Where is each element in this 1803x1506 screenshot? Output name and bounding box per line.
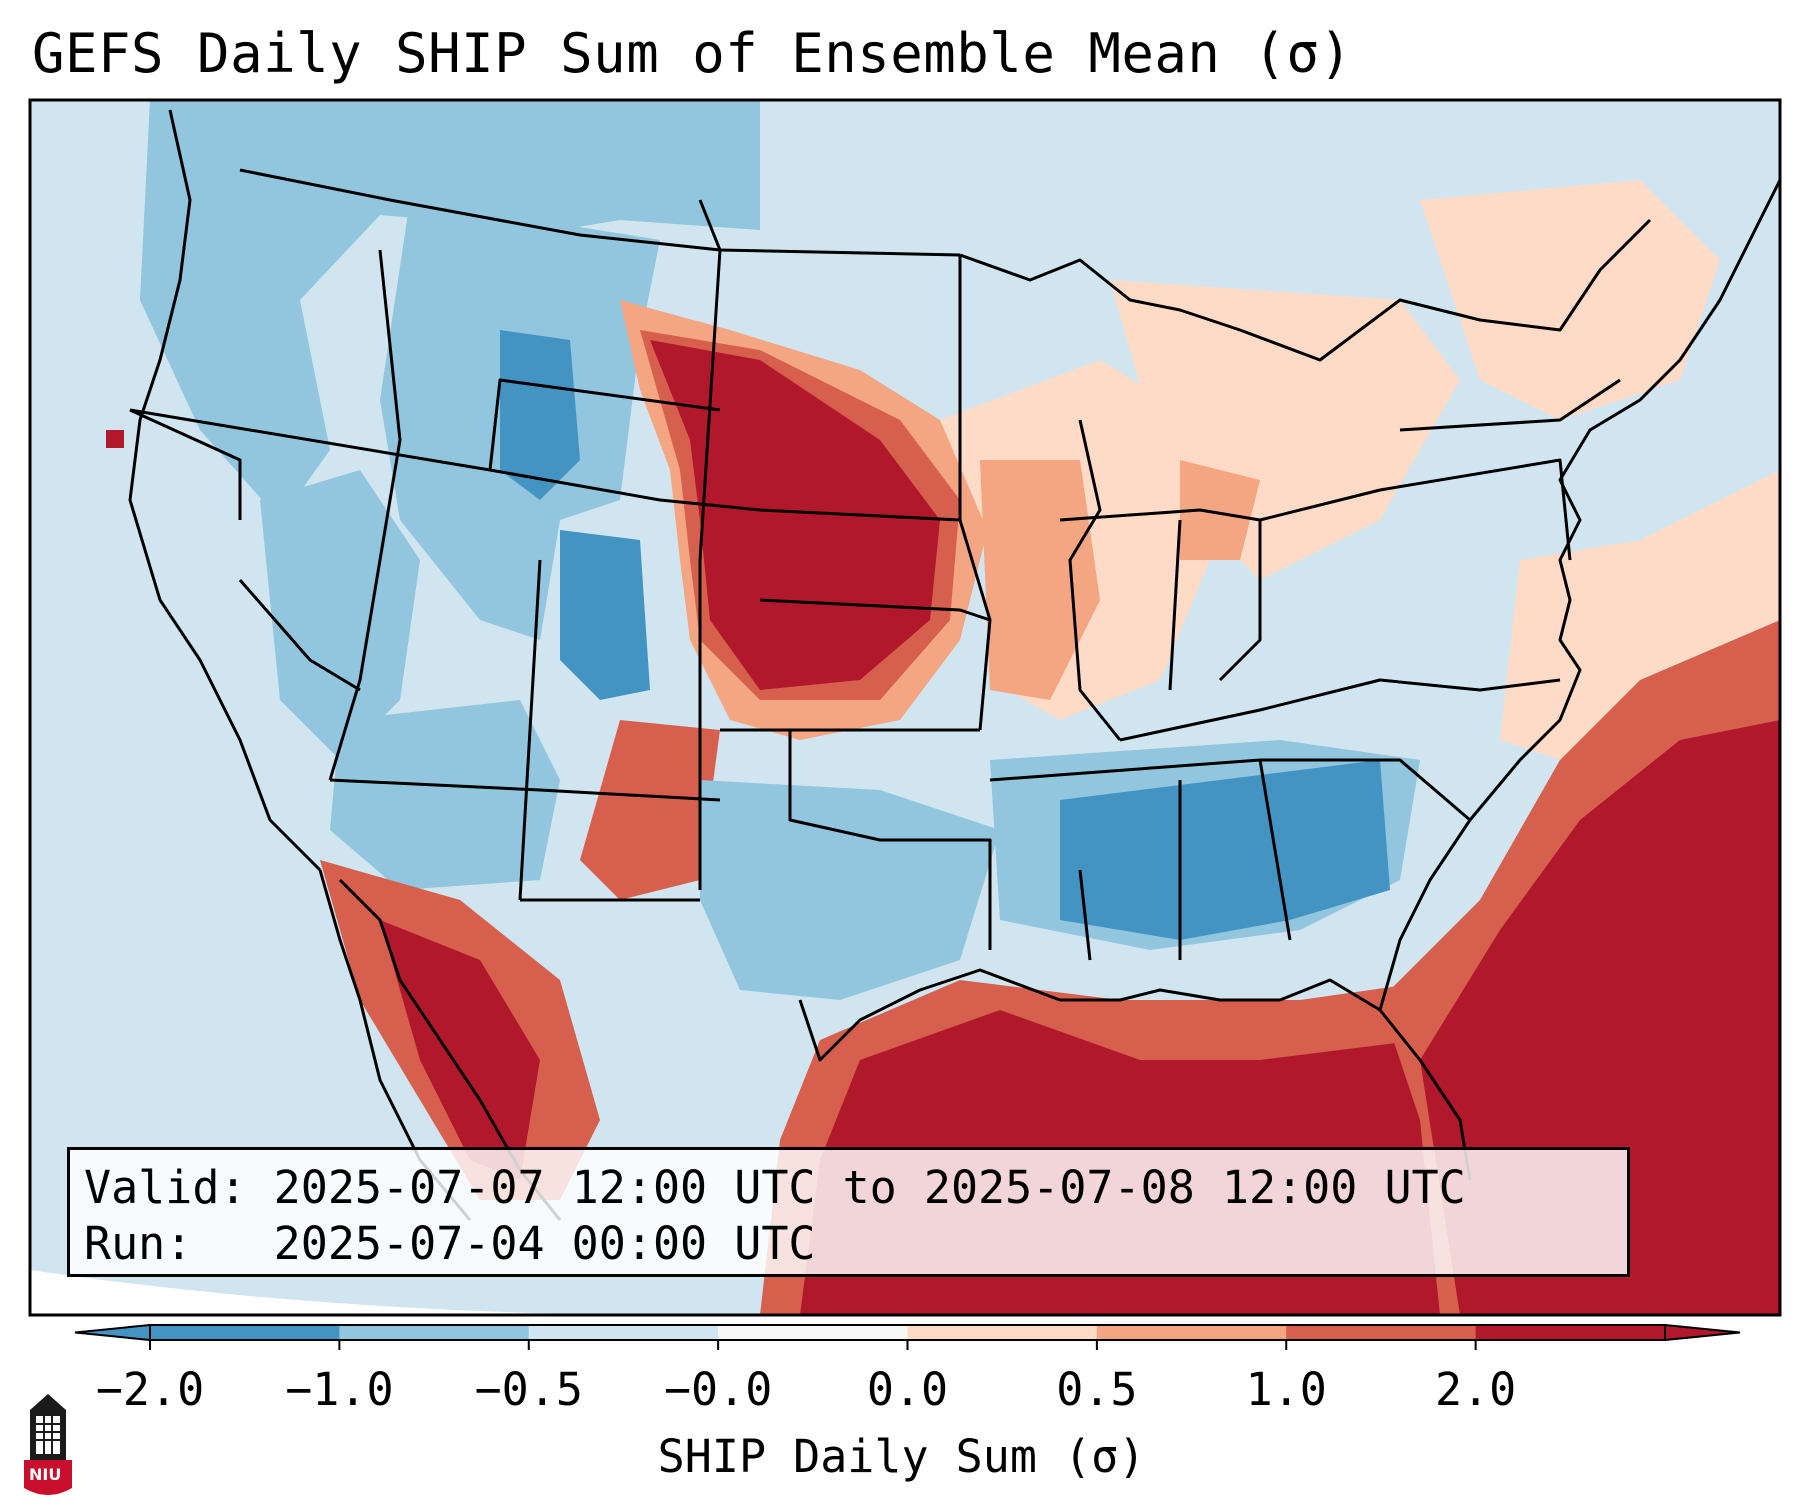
mississippi-border [1068, 419, 1122, 741]
nevada-border [328, 249, 402, 781]
field-nevada-blue [260, 470, 420, 760]
field-atlantic-light [1500, 470, 1780, 760]
info-box: Valid: 2025-07-07 12:00 UTC to 2025-07-0… [67, 1147, 1630, 1277]
field-deepsouth-deep [1060, 760, 1390, 940]
run-label: Run: [84, 1217, 193, 1270]
colorbar-segment [718, 1325, 908, 1340]
run-value: 2025-07-04 00:00 UTC [273, 1217, 816, 1270]
wyoming-border [488, 378, 721, 471]
field-northwest-blue [140, 100, 560, 520]
niu-logo-text: NIU [29, 1465, 62, 1484]
georgia-border [1258, 759, 1292, 941]
colorbar-segment [1286, 1325, 1477, 1340]
four-corners-border [329, 778, 721, 802]
field-nm-red [580, 720, 720, 900]
east-coastline [1378, 179, 1782, 1011]
projection-edge [1700, 400, 1780, 470]
midwest-line [1059, 488, 1381, 522]
indiana-border [1168, 519, 1182, 691]
valid-value: 2025-07-07 12:00 UTC to 2025-07-08 12:00… [273, 1161, 1466, 1214]
field-indiana-salmon [1180, 460, 1260, 560]
colorbar-tick-label: −1.0 [285, 1363, 394, 1416]
colorbar-tick-label: 1.0 [1245, 1363, 1327, 1416]
colorbar-segment [907, 1325, 1098, 1340]
deepsouth-border [989, 758, 1471, 822]
colorbar-label: SHIP Daily Sum (σ) [657, 1430, 1146, 1483]
utah-border [518, 559, 542, 901]
map-title: GEFS Daily SHIP Sum of Ensemble Mean (σ) [32, 22, 1353, 85]
field-arizona-blue [330, 700, 560, 890]
canada-border [239, 168, 961, 257]
colorbar-segment [339, 1325, 530, 1340]
colorbar-tick-label: 2.0 [1434, 1363, 1517, 1416]
field-mexico-deepred [380, 920, 540, 1180]
field-plains-deepred [650, 340, 940, 690]
louisiana-border [1078, 869, 1092, 961]
colorbar-tick-label: −0.0 [663, 1363, 773, 1416]
kansas-border [759, 598, 992, 731]
field-california-spot [106, 430, 124, 448]
field-colorado-deep [560, 530, 650, 700]
map-field [30, 100, 1780, 1315]
field-montana-blue [560, 100, 760, 230]
field-idaho-deep [500, 330, 580, 500]
ny-border [1399, 378, 1621, 432]
colorbar-extend-max [1664, 1323, 1741, 1342]
field-newengland-light [1420, 180, 1720, 420]
colorbar-segment [1096, 1325, 1287, 1340]
colorbar-segment [1475, 1325, 1666, 1340]
colorbar-tick-label: −0.5 [474, 1363, 583, 1416]
ohio-border [1218, 520, 1262, 682]
greatlakes-border [959, 218, 1652, 362]
colorado-east-border [698, 199, 722, 890]
map-frame [28, 98, 1782, 1317]
niu-logo-icon [24, 1394, 72, 1495]
california-border [238, 579, 361, 692]
pa-border [1379, 458, 1572, 561]
colorbar [74, 1323, 1741, 1350]
colorbar-tick-label: 0.5 [1056, 1363, 1138, 1416]
oregon-border [129, 408, 242, 520]
map-borders [128, 109, 1782, 1221]
colorbar-tick-label: −2.0 [95, 1363, 205, 1416]
west-coastline [128, 109, 322, 872]
minnesota-border [958, 255, 992, 621]
colorbar-segment [528, 1325, 719, 1340]
colorbar-segment [150, 1325, 340, 1340]
gulf-coastline [798, 968, 1472, 1181]
colorbar-tick-label: 0.0 [866, 1363, 949, 1416]
field-texas-blue [700, 780, 1000, 1000]
colorbar-extend-min [74, 1323, 151, 1342]
valid-label: Valid: [84, 1161, 247, 1214]
tennessee-border [1119, 678, 1561, 742]
texas-border [788, 730, 992, 950]
latitude-border-north [129, 408, 961, 522]
projection-corner [30, 1270, 620, 1315]
